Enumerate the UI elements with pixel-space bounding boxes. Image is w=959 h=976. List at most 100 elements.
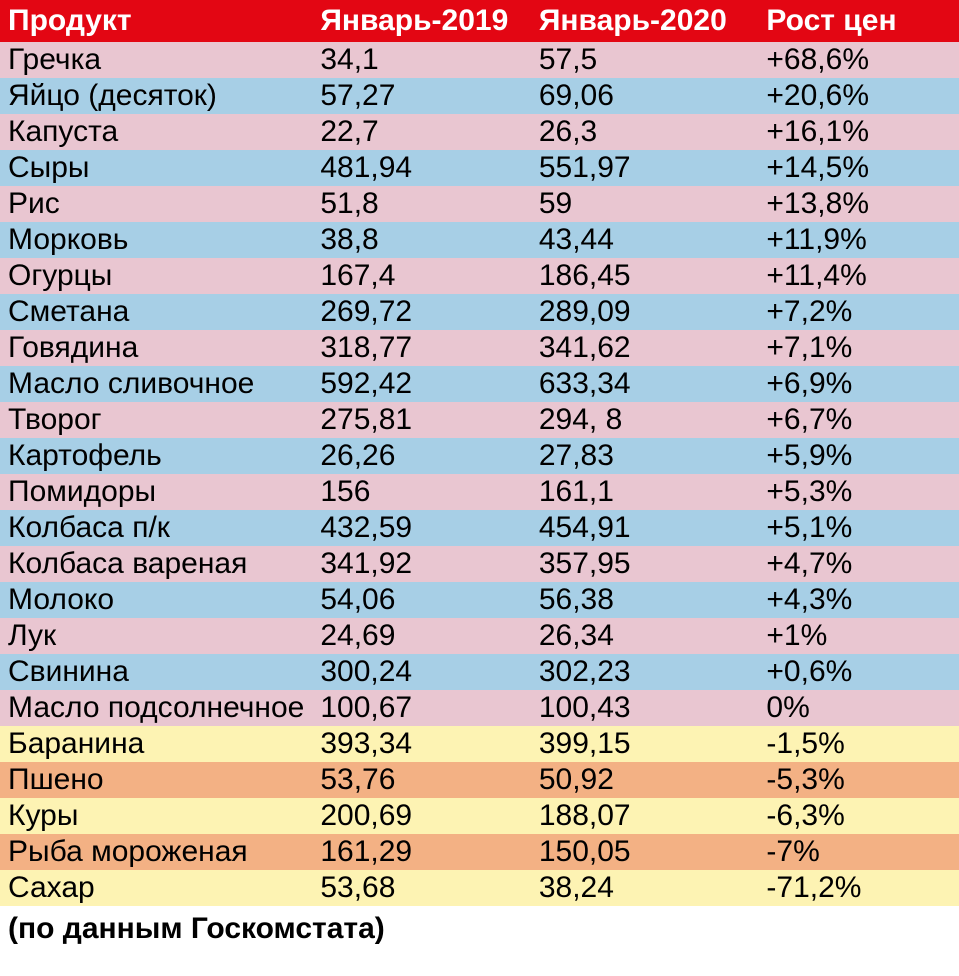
cell-product: Сыры	[0, 150, 312, 186]
cell-2020: 59	[531, 186, 759, 222]
cell-2019: 481,94	[312, 150, 531, 186]
cell-product: Колбаса п/к	[0, 510, 312, 546]
cell-2019: 38,8	[312, 222, 531, 258]
cell-2019: 341,92	[312, 546, 531, 582]
cell-2020: 294, 8	[531, 402, 759, 438]
cell-product: Говядина	[0, 330, 312, 366]
cell-2020: 26,3	[531, 114, 759, 150]
table-row: Масло подсолнечное100,67100,430%	[0, 690, 959, 726]
cell-product: Пшено	[0, 762, 312, 798]
cell-change: -1,5%	[758, 726, 959, 762]
cell-change: +7,1%	[758, 330, 959, 366]
cell-2019: 57,27	[312, 78, 531, 114]
table-row: Сахар53,6838,24-71,2%	[0, 870, 959, 906]
cell-2019: 22,7	[312, 114, 531, 150]
cell-product: Огурцы	[0, 258, 312, 294]
cell-2020: 43,44	[531, 222, 759, 258]
cell-change: +14,5%	[758, 150, 959, 186]
cell-2020: 186,45	[531, 258, 759, 294]
cell-2020: 399,15	[531, 726, 759, 762]
cell-2019: 26,26	[312, 438, 531, 474]
cell-2020: 289,09	[531, 294, 759, 330]
cell-product: Масло сливочное	[0, 366, 312, 402]
table-row: Баранина393,34399,15-1,5%	[0, 726, 959, 762]
cell-2019: 318,77	[312, 330, 531, 366]
cell-2020: 38,24	[531, 870, 759, 906]
cell-change: -5,3%	[758, 762, 959, 798]
cell-product: Капуста	[0, 114, 312, 150]
cell-2019: 167,4	[312, 258, 531, 294]
table-row: Сыры481,94551,97+14,5%	[0, 150, 959, 186]
col-header-2020: Январь-2020	[531, 0, 759, 42]
cell-change: +4,7%	[758, 546, 959, 582]
table-header-row: Продукт Январь-2019 Январь-2020 Рост цен	[0, 0, 959, 42]
cell-change: +6,7%	[758, 402, 959, 438]
cell-product: Сахар	[0, 870, 312, 906]
cell-2020: 357,95	[531, 546, 759, 582]
cell-product: Сметана	[0, 294, 312, 330]
table-row: Помидоры156161,1+5,3%	[0, 474, 959, 510]
cell-2020: 341,62	[531, 330, 759, 366]
table-row: Творог275,81294, 8+6,7%	[0, 402, 959, 438]
cell-change: +0,6%	[758, 654, 959, 690]
cell-2019: 300,24	[312, 654, 531, 690]
cell-2020: 302,23	[531, 654, 759, 690]
cell-2019: 100,67	[312, 690, 531, 726]
cell-2020: 633,34	[531, 366, 759, 402]
cell-2019: 269,72	[312, 294, 531, 330]
cell-product: Рис	[0, 186, 312, 222]
col-header-change: Рост цен	[758, 0, 959, 42]
cell-2019: 275,81	[312, 402, 531, 438]
col-header-product: Продукт	[0, 0, 312, 42]
table-row: Рис51,859+13,8%	[0, 186, 959, 222]
cell-2020: 50,92	[531, 762, 759, 798]
cell-product: Гречка	[0, 42, 312, 78]
cell-product: Молоко	[0, 582, 312, 618]
cell-change: 0%	[758, 690, 959, 726]
cell-2019: 53,68	[312, 870, 531, 906]
table-row: Масло сливочное592,42633,34+6,9%	[0, 366, 959, 402]
cell-product: Масло подсолнечное	[0, 690, 312, 726]
cell-2019: 156	[312, 474, 531, 510]
cell-2019: 51,8	[312, 186, 531, 222]
cell-change: +16,1%	[758, 114, 959, 150]
cell-2020: 27,83	[531, 438, 759, 474]
cell-2019: 53,76	[312, 762, 531, 798]
price-table: Продукт Январь-2019 Январь-2020 Рост цен…	[0, 0, 959, 906]
cell-product: Яйцо (десяток)	[0, 78, 312, 114]
table-row: Колбаса вареная341,92357,95+4,7%	[0, 546, 959, 582]
table-row: Свинина300,24302,23+0,6%	[0, 654, 959, 690]
cell-change: -7%	[758, 834, 959, 870]
cell-product: Колбаса вареная	[0, 546, 312, 582]
cell-2020: 26,34	[531, 618, 759, 654]
cell-2019: 24,69	[312, 618, 531, 654]
cell-change: +20,6%	[758, 78, 959, 114]
cell-2020: 69,06	[531, 78, 759, 114]
table-row: Молоко54,0656,38+4,3%	[0, 582, 959, 618]
table-row: Гречка34,157,5+68,6%	[0, 42, 959, 78]
cell-product: Баранина	[0, 726, 312, 762]
cell-2020: 188,07	[531, 798, 759, 834]
cell-2020: 454,91	[531, 510, 759, 546]
cell-change: +68,6%	[758, 42, 959, 78]
table-body: Гречка34,157,5+68,6%Яйцо (десяток)57,276…	[0, 42, 959, 906]
table-row: Морковь38,843,44+11,9%	[0, 222, 959, 258]
cell-product: Лук	[0, 618, 312, 654]
cell-change: +5,9%	[758, 438, 959, 474]
cell-2019: 161,29	[312, 834, 531, 870]
cell-2020: 100,43	[531, 690, 759, 726]
cell-change: +13,8%	[758, 186, 959, 222]
cell-change: -6,3%	[758, 798, 959, 834]
table-row: Картофель26,2627,83+5,9%	[0, 438, 959, 474]
cell-change: +5,1%	[758, 510, 959, 546]
table-row: Куры200,69188,07-6,3%	[0, 798, 959, 834]
cell-2020: 150,05	[531, 834, 759, 870]
cell-change: +6,9%	[758, 366, 959, 402]
cell-2020: 551,97	[531, 150, 759, 186]
cell-2020: 56,38	[531, 582, 759, 618]
cell-2020: 161,1	[531, 474, 759, 510]
table-row: Колбаса п/к432,59454,91+5,1%	[0, 510, 959, 546]
cell-2019: 34,1	[312, 42, 531, 78]
cell-2019: 393,34	[312, 726, 531, 762]
cell-2019: 200,69	[312, 798, 531, 834]
